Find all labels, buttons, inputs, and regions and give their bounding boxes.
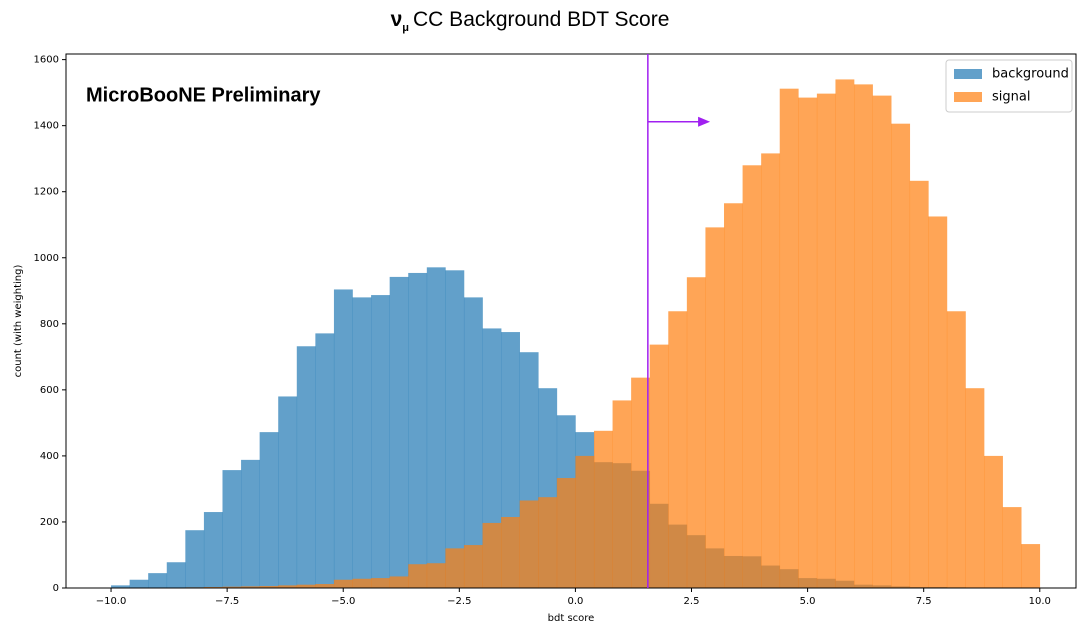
bar (854, 84, 873, 588)
bar (445, 270, 465, 588)
y-tick-label: 400 (40, 451, 59, 462)
x-tick-label: −5.0 (331, 596, 355, 607)
bar (761, 153, 781, 589)
bar (278, 585, 298, 588)
bar (148, 573, 168, 588)
x-tick-label: 0.0 (567, 596, 583, 607)
y-tick-label: 1200 (34, 187, 59, 198)
legend-label: background (992, 67, 1069, 82)
bar (241, 586, 260, 588)
x-tick-label: −10.0 (96, 596, 127, 607)
plot-frame (65, 53, 1077, 589)
bar (946, 311, 966, 588)
annotation: MicroBooNE Preliminary (86, 84, 321, 106)
bar (816, 93, 836, 589)
bar (352, 297, 372, 588)
bar (129, 579, 149, 588)
bar (593, 430, 613, 588)
y-tick-label: 200 (40, 517, 59, 528)
bar (538, 497, 558, 588)
bar (835, 79, 855, 588)
y-axis-label: count (with weighting) (13, 265, 24, 378)
bar (463, 545, 483, 588)
bar (185, 530, 205, 588)
bar (501, 516, 520, 588)
bar (333, 289, 353, 588)
bar (111, 585, 130, 588)
bar (668, 311, 688, 588)
bar (278, 396, 298, 588)
bar (371, 295, 390, 588)
y-tick-label: 0 (53, 583, 59, 594)
x-tick-label: 7.5 (916, 596, 932, 607)
bar (389, 576, 409, 588)
bar (408, 564, 428, 588)
legend-swatch (954, 92, 982, 102)
y-tick-label: 1000 (34, 253, 59, 264)
bar (241, 459, 260, 588)
y-tick-label: 1400 (34, 121, 59, 132)
bar (631, 377, 651, 588)
bar (222, 586, 242, 588)
bar (928, 216, 948, 588)
bar (352, 578, 372, 588)
bar (371, 578, 390, 588)
bar (612, 400, 632, 588)
bar (705, 227, 725, 588)
y-tick-label: 600 (40, 385, 59, 396)
bar (742, 165, 762, 589)
bar (166, 562, 186, 588)
bar (333, 579, 353, 588)
bar (426, 563, 446, 588)
x-tick-label: −2.5 (447, 596, 471, 607)
bar (203, 512, 223, 588)
bar (463, 297, 483, 588)
x-tick-label: 2.5 (684, 596, 700, 607)
bar (891, 123, 911, 588)
bar (872, 95, 892, 589)
x-tick-label: 10.0 (1029, 596, 1051, 607)
bar (296, 584, 316, 588)
bar (408, 272, 428, 588)
bar (315, 333, 335, 588)
bar (259, 586, 279, 588)
title-text: CC Background BDT Score (413, 8, 669, 31)
bar (1002, 507, 1022, 588)
bar (315, 584, 335, 588)
bar (575, 455, 595, 588)
bar (984, 455, 1003, 588)
x-tick-label: −7.5 (215, 596, 239, 607)
title-symbol: ν (391, 8, 403, 31)
legend-label: signal (992, 90, 1030, 105)
x-tick-label: 5.0 (800, 596, 816, 607)
bar (965, 388, 985, 588)
y-tick-label: 800 (40, 319, 59, 330)
bar (389, 276, 409, 588)
bar (779, 88, 799, 588)
bar (686, 277, 706, 588)
bar (482, 522, 502, 588)
bar (259, 432, 279, 588)
bar (909, 180, 929, 588)
legend-swatch (954, 69, 982, 79)
bar (556, 478, 576, 588)
x-axis-label: bdt score (548, 613, 595, 624)
chart-title: νμ CC Background BDT Score (391, 8, 670, 34)
bar (724, 203, 743, 588)
bar (222, 470, 242, 588)
bar (426, 267, 446, 588)
y-tick-label: 1600 (34, 55, 59, 66)
title-subscript: μ (402, 22, 409, 34)
bar (519, 500, 539, 588)
bar (445, 548, 465, 588)
bar (296, 346, 316, 588)
bar (798, 97, 818, 589)
bar (1021, 544, 1041, 588)
bar (649, 344, 669, 588)
cut-arrow-head (698, 116, 711, 127)
